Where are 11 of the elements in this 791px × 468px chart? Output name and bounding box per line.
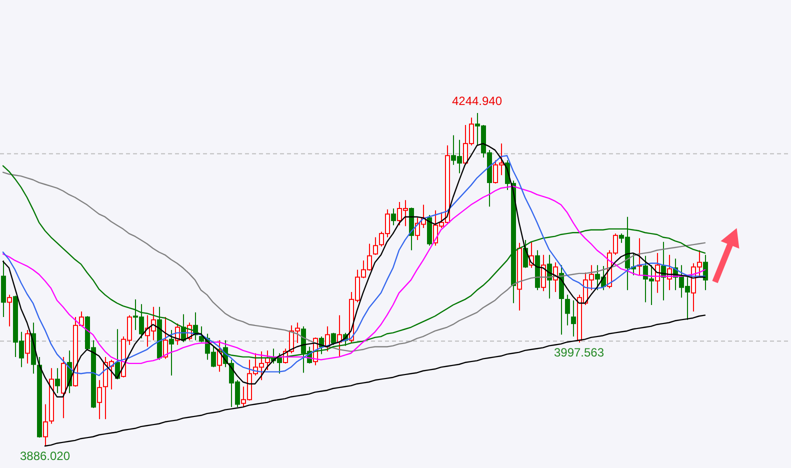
candlestick — [43, 404, 48, 446]
candlestick — [571, 300, 576, 338]
candlestick — [49, 368, 54, 424]
candlestick — [169, 330, 174, 376]
annotation: 3997.563 — [554, 346, 604, 360]
annotation: 3886.020 — [20, 449, 70, 463]
candlestick — [1, 260, 6, 318]
candlestick — [55, 368, 60, 394]
annotation: 4244.940 — [452, 94, 502, 108]
candlestick — [25, 330, 30, 364]
candlestick — [97, 380, 102, 420]
